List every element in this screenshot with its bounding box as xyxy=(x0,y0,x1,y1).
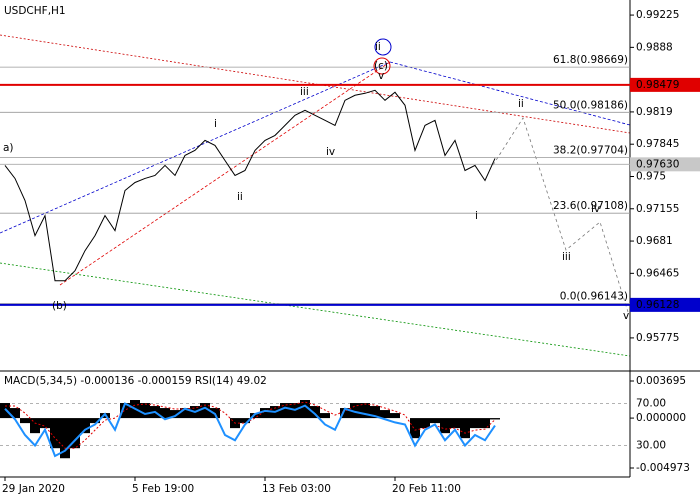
x-tick-label: 29 Jan 2020 xyxy=(2,483,65,495)
histogram-bar xyxy=(20,418,30,424)
y-tick-label: -0.004973 xyxy=(636,462,690,474)
x-tick-label: 5 Feb 19:00 xyxy=(132,483,194,495)
histogram-bar xyxy=(480,418,490,429)
histogram-bar xyxy=(60,418,70,459)
wave-label: v xyxy=(378,70,384,82)
histogram-bar xyxy=(300,400,310,419)
histogram-bar xyxy=(200,403,210,419)
histogram-bar xyxy=(470,418,480,429)
histogram-bar xyxy=(280,403,290,419)
histogram-bar xyxy=(360,403,370,419)
trend-line xyxy=(389,61,631,126)
y-tick-label: 0.97155 xyxy=(636,203,679,215)
histogram-bar xyxy=(430,418,440,424)
histogram-bar xyxy=(250,413,260,419)
wave-label: iv xyxy=(591,203,600,215)
fib-label: 23.6(0.97108) xyxy=(553,200,628,212)
histogram-bar xyxy=(50,418,60,449)
x-tick-label: 20 Feb 11:00 xyxy=(392,483,461,495)
histogram-bar xyxy=(90,418,100,424)
histogram-bar xyxy=(240,418,250,424)
histogram-bar xyxy=(70,418,80,449)
y-tick-label: 0.9681 xyxy=(636,235,673,247)
histogram-bar xyxy=(180,408,190,419)
level-label-box xyxy=(630,77,700,92)
y-tick-label: 0.9888 xyxy=(636,41,673,53)
wave-label: iii xyxy=(300,86,309,98)
y2-tick-label: 70.00 xyxy=(636,398,666,410)
chart-title: USDCHF,H1 xyxy=(4,5,66,17)
fib-label: 50.0(0.98186) xyxy=(553,99,628,111)
histogram-bar xyxy=(80,418,90,434)
histogram-bar xyxy=(260,408,270,419)
histogram-bar xyxy=(450,418,460,429)
level-label: 0.98479 xyxy=(636,79,679,91)
histogram-bar xyxy=(120,403,130,419)
histogram-bar xyxy=(420,418,430,429)
y-tick-label: 0.000000 xyxy=(636,412,686,424)
y-tick-label: 0.975 xyxy=(636,170,666,182)
wave-label: (c) xyxy=(374,60,388,72)
trend-line xyxy=(59,61,391,286)
histogram-bar xyxy=(140,403,150,419)
histogram-bar xyxy=(440,418,450,434)
y2-tick-label: 30.00 xyxy=(636,440,666,452)
wave-circle xyxy=(374,38,392,56)
wave-circle xyxy=(373,57,391,75)
histogram-bar xyxy=(340,408,350,419)
histogram-bar xyxy=(320,413,330,419)
wave-label: ii xyxy=(375,41,381,53)
histogram-bar xyxy=(460,418,470,439)
fib-label: 38.2(0.97704) xyxy=(553,144,628,156)
y-tick-label: 0.99225 xyxy=(636,9,679,21)
histogram-bar xyxy=(350,403,360,419)
wave-label: a) xyxy=(3,142,14,154)
level-label: 0.96128 xyxy=(636,299,679,311)
wave-label: (b) xyxy=(52,300,67,312)
x-tick-label: 13 Feb 03:00 xyxy=(262,483,331,495)
histogram-bar xyxy=(380,410,390,419)
histogram-bar xyxy=(160,408,170,419)
histogram-bar xyxy=(170,410,180,419)
y-tick-label: 0.003695 xyxy=(636,375,686,387)
histogram-bar xyxy=(0,403,10,419)
wave-label: i xyxy=(475,210,478,222)
histogram-bar xyxy=(390,413,400,419)
wave-label: i xyxy=(214,118,217,130)
histogram-bar xyxy=(10,408,20,419)
wave-label: iii xyxy=(562,251,571,263)
histogram-bar xyxy=(490,418,500,420)
histogram-bar xyxy=(310,406,320,419)
histogram-bar xyxy=(40,418,50,429)
wave-label: ii xyxy=(518,98,524,110)
y-tick-label: 0.9819 xyxy=(636,106,673,118)
wave-label: iv xyxy=(326,146,335,158)
forecast-path xyxy=(492,117,629,313)
price-label-box xyxy=(630,157,700,172)
level-label-box xyxy=(630,297,700,312)
y-tick-label: 0.97845 xyxy=(636,138,679,150)
fib-label: 61.8(0.98669) xyxy=(553,54,628,66)
current-price-label: 0.97630 xyxy=(636,158,679,170)
indicator-title: MACD(5,34,5) -0.000136 -0.000159 RSI(14)… xyxy=(4,375,267,387)
rsi-line xyxy=(4,402,496,458)
fib-label: 0.0(0.96143) xyxy=(560,290,628,302)
wave-label: ii xyxy=(237,191,243,203)
trend-line xyxy=(0,61,391,234)
histogram-bar xyxy=(370,406,380,419)
histogram-bar xyxy=(410,418,420,439)
y-tick-label: 0.96465 xyxy=(636,267,679,279)
y-tick-label: 0.95775 xyxy=(636,332,679,344)
wave-label: v xyxy=(623,310,629,322)
histogram-bar xyxy=(30,418,40,434)
price-line xyxy=(4,89,496,282)
